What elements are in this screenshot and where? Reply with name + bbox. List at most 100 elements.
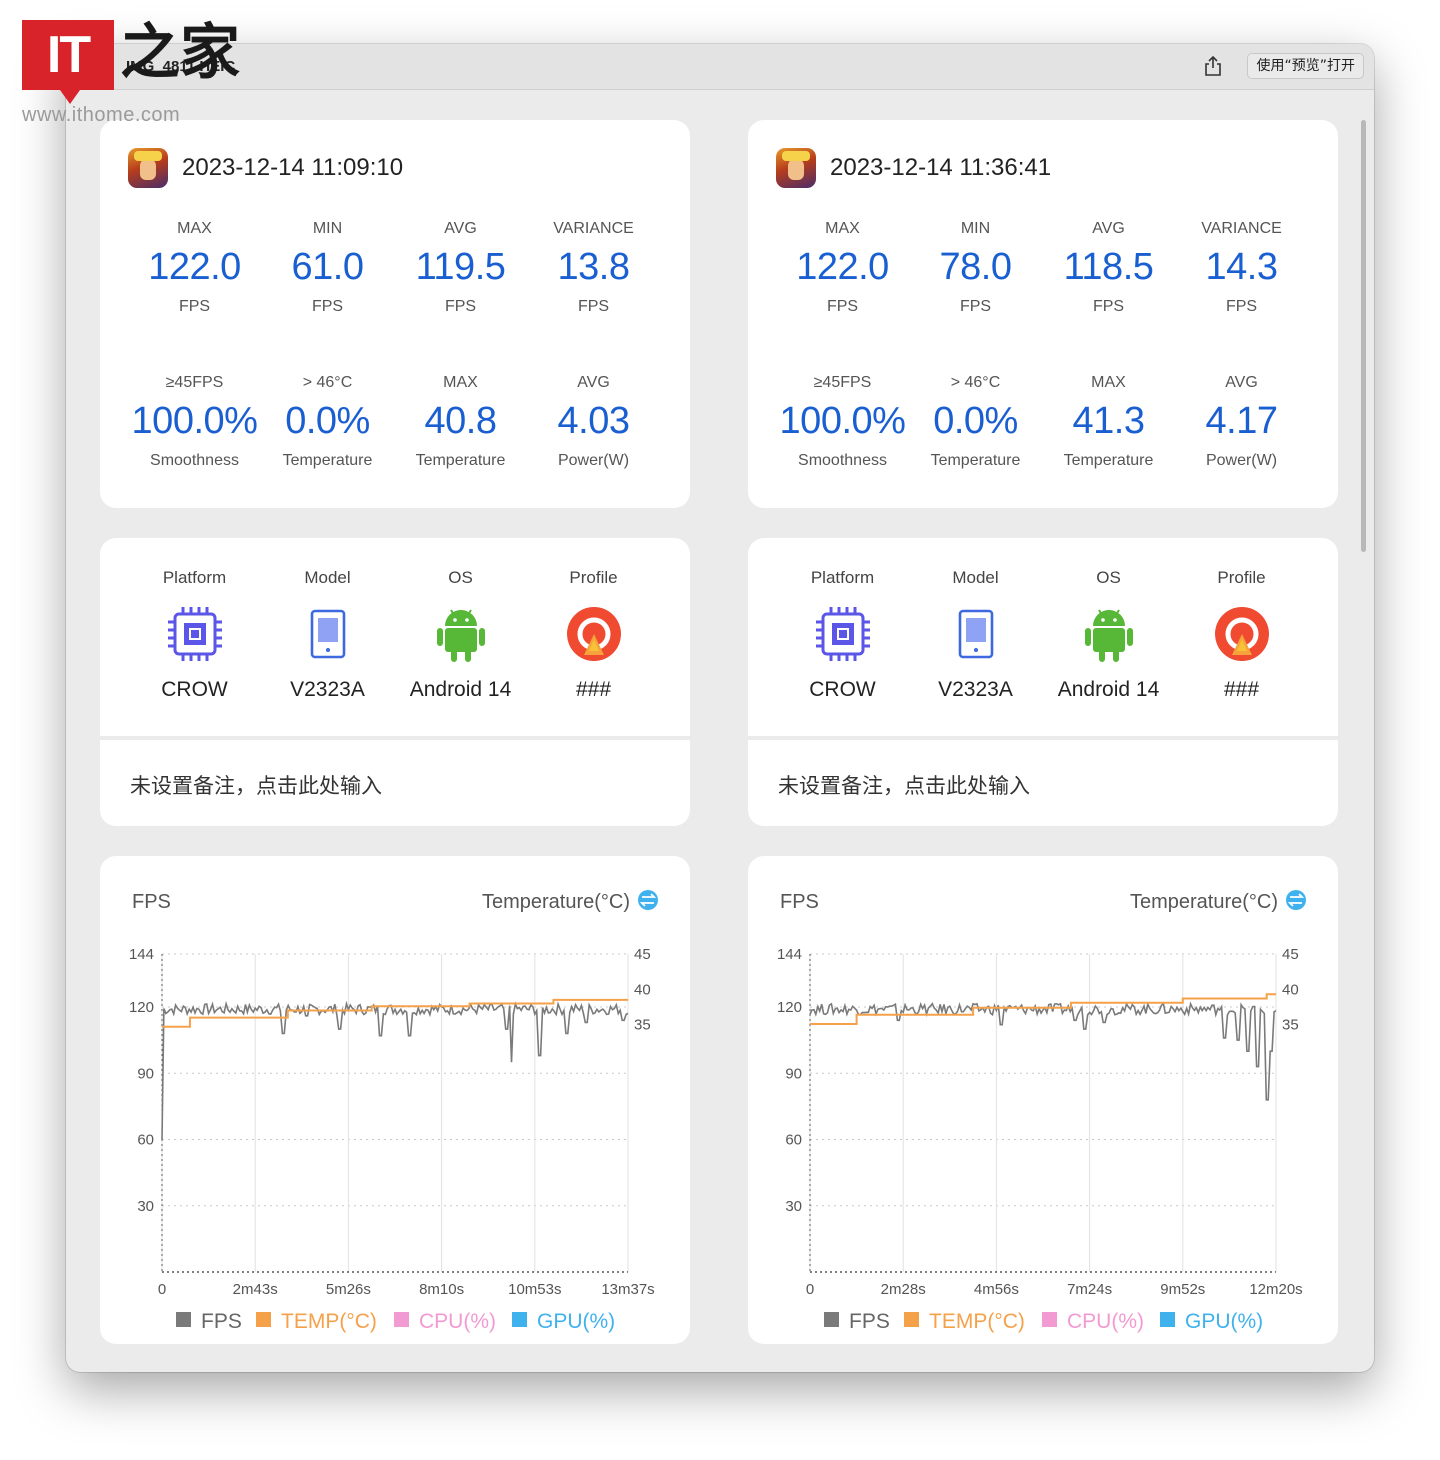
metric-avg-fps: AVG 119.5 FPS <box>394 220 527 316</box>
metric-value: 122.0 <box>796 246 889 288</box>
ithome-logo-text: 之家 <box>120 18 240 88</box>
legend-temp-swatch <box>904 1312 919 1327</box>
x-tick: 4m56s <box>974 1281 1019 1298</box>
temp-series-line <box>810 993 1276 1025</box>
metric-unit: Temperature <box>1063 452 1154 469</box>
metric-avg-fps: AVG 118.5 FPS <box>1042 220 1175 316</box>
metric-min-fps: MIN 61.0 FPS <box>261 220 394 316</box>
device-profile: Profile ### <box>1175 568 1308 702</box>
metric-unit: FPS <box>1092 298 1125 315</box>
y-tick-right: 40 <box>1282 981 1299 998</box>
switch-arrows <box>1287 893 1305 907</box>
chart-canvas: FPS Temperature(°C) 144 120 90 60 30 45 40 35 0 2m4… <box>129 890 658 1333</box>
window-title: IMG_4811.HEIC <box>126 58 236 75</box>
device-os: OS Android 14 <box>1042 568 1175 702</box>
device-value: ### <box>575 678 612 701</box>
device-value: Android 14 <box>1057 678 1160 701</box>
fps-temperature-chart: FPS Temperature(°C) 144 120 90 60 30 45 40 35 0 2m2… <box>748 856 1338 1344</box>
share-icon[interactable] <box>1204 56 1222 76</box>
legend-fps-label: FPS <box>201 1310 242 1333</box>
metric-label: MAX <box>443 374 478 391</box>
metric-unit: Smoothness <box>798 452 887 469</box>
device-value: Android 14 <box>409 678 512 701</box>
note-input[interactable]: 未设置备注，点击此处输入 <box>778 774 1030 798</box>
y-tick-right: 40 <box>634 981 651 998</box>
metric-label: ≥45FPS <box>813 374 872 391</box>
metric-value: 100.0% <box>779 400 906 442</box>
device-value: V2323A <box>290 678 365 701</box>
device-label: Platform <box>162 568 227 587</box>
chip-icon <box>776 604 909 664</box>
legend-fps-swatch <box>824 1312 839 1327</box>
metric-value: 14.3 <box>1205 246 1278 288</box>
smoothness-metrics: ≥45FPS 100.0% Smoothness > 46°C 0.0% Tem… <box>776 374 1308 470</box>
device-label: Profile <box>1217 568 1266 587</box>
device-label: Model <box>952 568 999 587</box>
y-tick-left: 144 <box>777 946 802 963</box>
chip-icon <box>128 604 261 664</box>
note-card[interactable]: 未设置备注，点击此处输入 <box>100 740 690 826</box>
chart-title-fps: FPS <box>780 891 819 913</box>
game-icon <box>128 148 168 188</box>
report-header: 2023-12-14 11:09:10 <box>128 148 403 188</box>
metric-max-fps: MAX 122.0 FPS <box>776 220 909 316</box>
switch-icon[interactable] <box>1286 890 1306 910</box>
y-tick-left: 30 <box>785 1198 802 1215</box>
metric-unit: FPS <box>577 298 610 315</box>
y-tick-right: 45 <box>1282 946 1299 963</box>
device-model: Model V2323A <box>261 568 394 702</box>
note-input[interactable]: 未设置备注，点击此处输入 <box>130 774 382 798</box>
metric-value: 40.8 <box>424 400 497 442</box>
metric-max-temperature: MAX 40.8 Temperature <box>394 374 527 470</box>
device-label: Profile <box>569 568 618 587</box>
x-tick: 0 <box>158 1281 166 1298</box>
y-tick-left: 120 <box>777 999 802 1016</box>
metric-value: 41.3 <box>1072 400 1145 442</box>
metric-value: 13.8 <box>557 246 630 288</box>
switch-icon[interactable] <box>638 890 658 910</box>
metric-variance-fps: VARIANCE 13.8 FPS <box>527 220 660 316</box>
metric-unit: FPS <box>444 298 477 315</box>
scrollbar[interactable] <box>1361 120 1366 552</box>
smoothness-metrics: ≥45FPS 100.0% Smoothness > 46°C 0.0% Tem… <box>128 374 660 470</box>
device-value: V2323A <box>938 678 1013 701</box>
device-value: CROW <box>809 678 876 701</box>
legend-gpu-swatch <box>512 1312 527 1327</box>
metric-max-temperature: MAX 41.3 Temperature <box>1042 374 1175 470</box>
legend-temp-swatch <box>256 1312 271 1327</box>
x-tick: 10m53s <box>508 1281 561 1298</box>
report-column-1: 2023-12-14 11:09:10 MAX 122.0 FPS MIN 61… <box>100 120 690 1344</box>
metric-unit: Temperature <box>282 452 373 469</box>
device-label: OS <box>448 568 473 587</box>
preview-window: ✕ IMG_4811.HEIC 使用“预览”打开 2023-12-14 11:0… <box>66 44 1374 1372</box>
y-tick-left: 30 <box>137 1198 154 1215</box>
open-in-preview-button[interactable]: 使用“预览”打开 <box>1247 53 1364 79</box>
device-platform: Platform CROW <box>776 568 909 702</box>
y-tick-left: 60 <box>137 1132 154 1149</box>
metric-unit: Smoothness <box>150 452 239 469</box>
metric-label: AVG <box>1225 374 1258 391</box>
y-tick-right: 45 <box>634 946 651 963</box>
device-info: Platform CROW Model V2323A OS Android 14… <box>776 568 1308 702</box>
title-bar: ✕ IMG_4811.HEIC 使用“预览”打开 <box>66 44 1374 90</box>
metric-unit: FPS <box>311 298 344 315</box>
metric-value: 78.0 <box>939 246 1012 288</box>
metric-label: MAX <box>1091 374 1126 391</box>
ithome-url: www.ithome.com <box>22 104 181 126</box>
metric-unit: Power(W) <box>1205 452 1278 469</box>
metric-label: AVG <box>444 220 477 237</box>
y-tick-left: 60 <box>785 1132 802 1149</box>
metric-value: 0.0% <box>933 400 1018 442</box>
x-tick: 2m28s <box>881 1281 926 1298</box>
note-card[interactable]: 未设置备注，点击此处输入 <box>748 740 1338 826</box>
legend-fps-swatch <box>176 1312 191 1327</box>
metric-label: MAX <box>177 220 212 237</box>
legend-cpu-label: CPU(%) <box>1067 1310 1144 1333</box>
metric-avg-power: AVG 4.03 Power(W) <box>527 374 660 470</box>
chart-canvas: FPS Temperature(°C) 144 120 90 60 30 45 40 35 0 2m2… <box>777 890 1306 1333</box>
metric-value: 100.0% <box>131 400 258 442</box>
game-icon <box>776 148 816 188</box>
chart-title-fps: FPS <box>132 891 171 913</box>
switch-arrows <box>639 893 657 907</box>
device-os: OS Android 14 <box>394 568 527 702</box>
